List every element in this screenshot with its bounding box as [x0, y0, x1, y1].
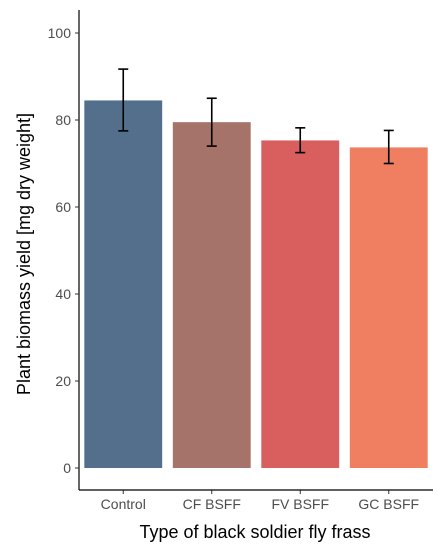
y-tick-label-0: 0: [63, 460, 71, 476]
bar-2: [261, 140, 340, 468]
y-axis-title: Plant biomass yield [mg dry weight]: [14, 113, 34, 395]
error-bar-3: [383, 129, 394, 165]
x-tick-label-0: Control: [101, 496, 146, 512]
x-axis-title: Type of black soldier fly frass: [139, 522, 370, 542]
y-tick-label-1: 20: [55, 373, 71, 389]
error-bars-group: [118, 68, 394, 165]
error-bar-0: [118, 68, 129, 132]
y-axis: 0 20 40 60 80 100: [48, 10, 80, 490]
y-tick-label-2: 40: [55, 286, 71, 302]
bar-1: [172, 122, 251, 469]
bars-group: [84, 100, 428, 469]
error-bar-2: [295, 127, 306, 154]
x-axis: Control CF BSFF FV BSFF GC BSFF: [79, 489, 433, 512]
y-tick-label-5: 100: [48, 25, 72, 41]
y-tick-label-4: 80: [55, 112, 71, 128]
x-tick-label-1: CF BSFF: [183, 496, 241, 512]
bar-0: [84, 100, 163, 469]
error-bar-1: [206, 97, 217, 147]
bar-3: [349, 147, 428, 468]
x-tick-label-3: GC BSFF: [358, 496, 419, 512]
x-tick-label-2: FV BSFF: [271, 496, 329, 512]
y-tick-label-3: 60: [55, 199, 71, 215]
